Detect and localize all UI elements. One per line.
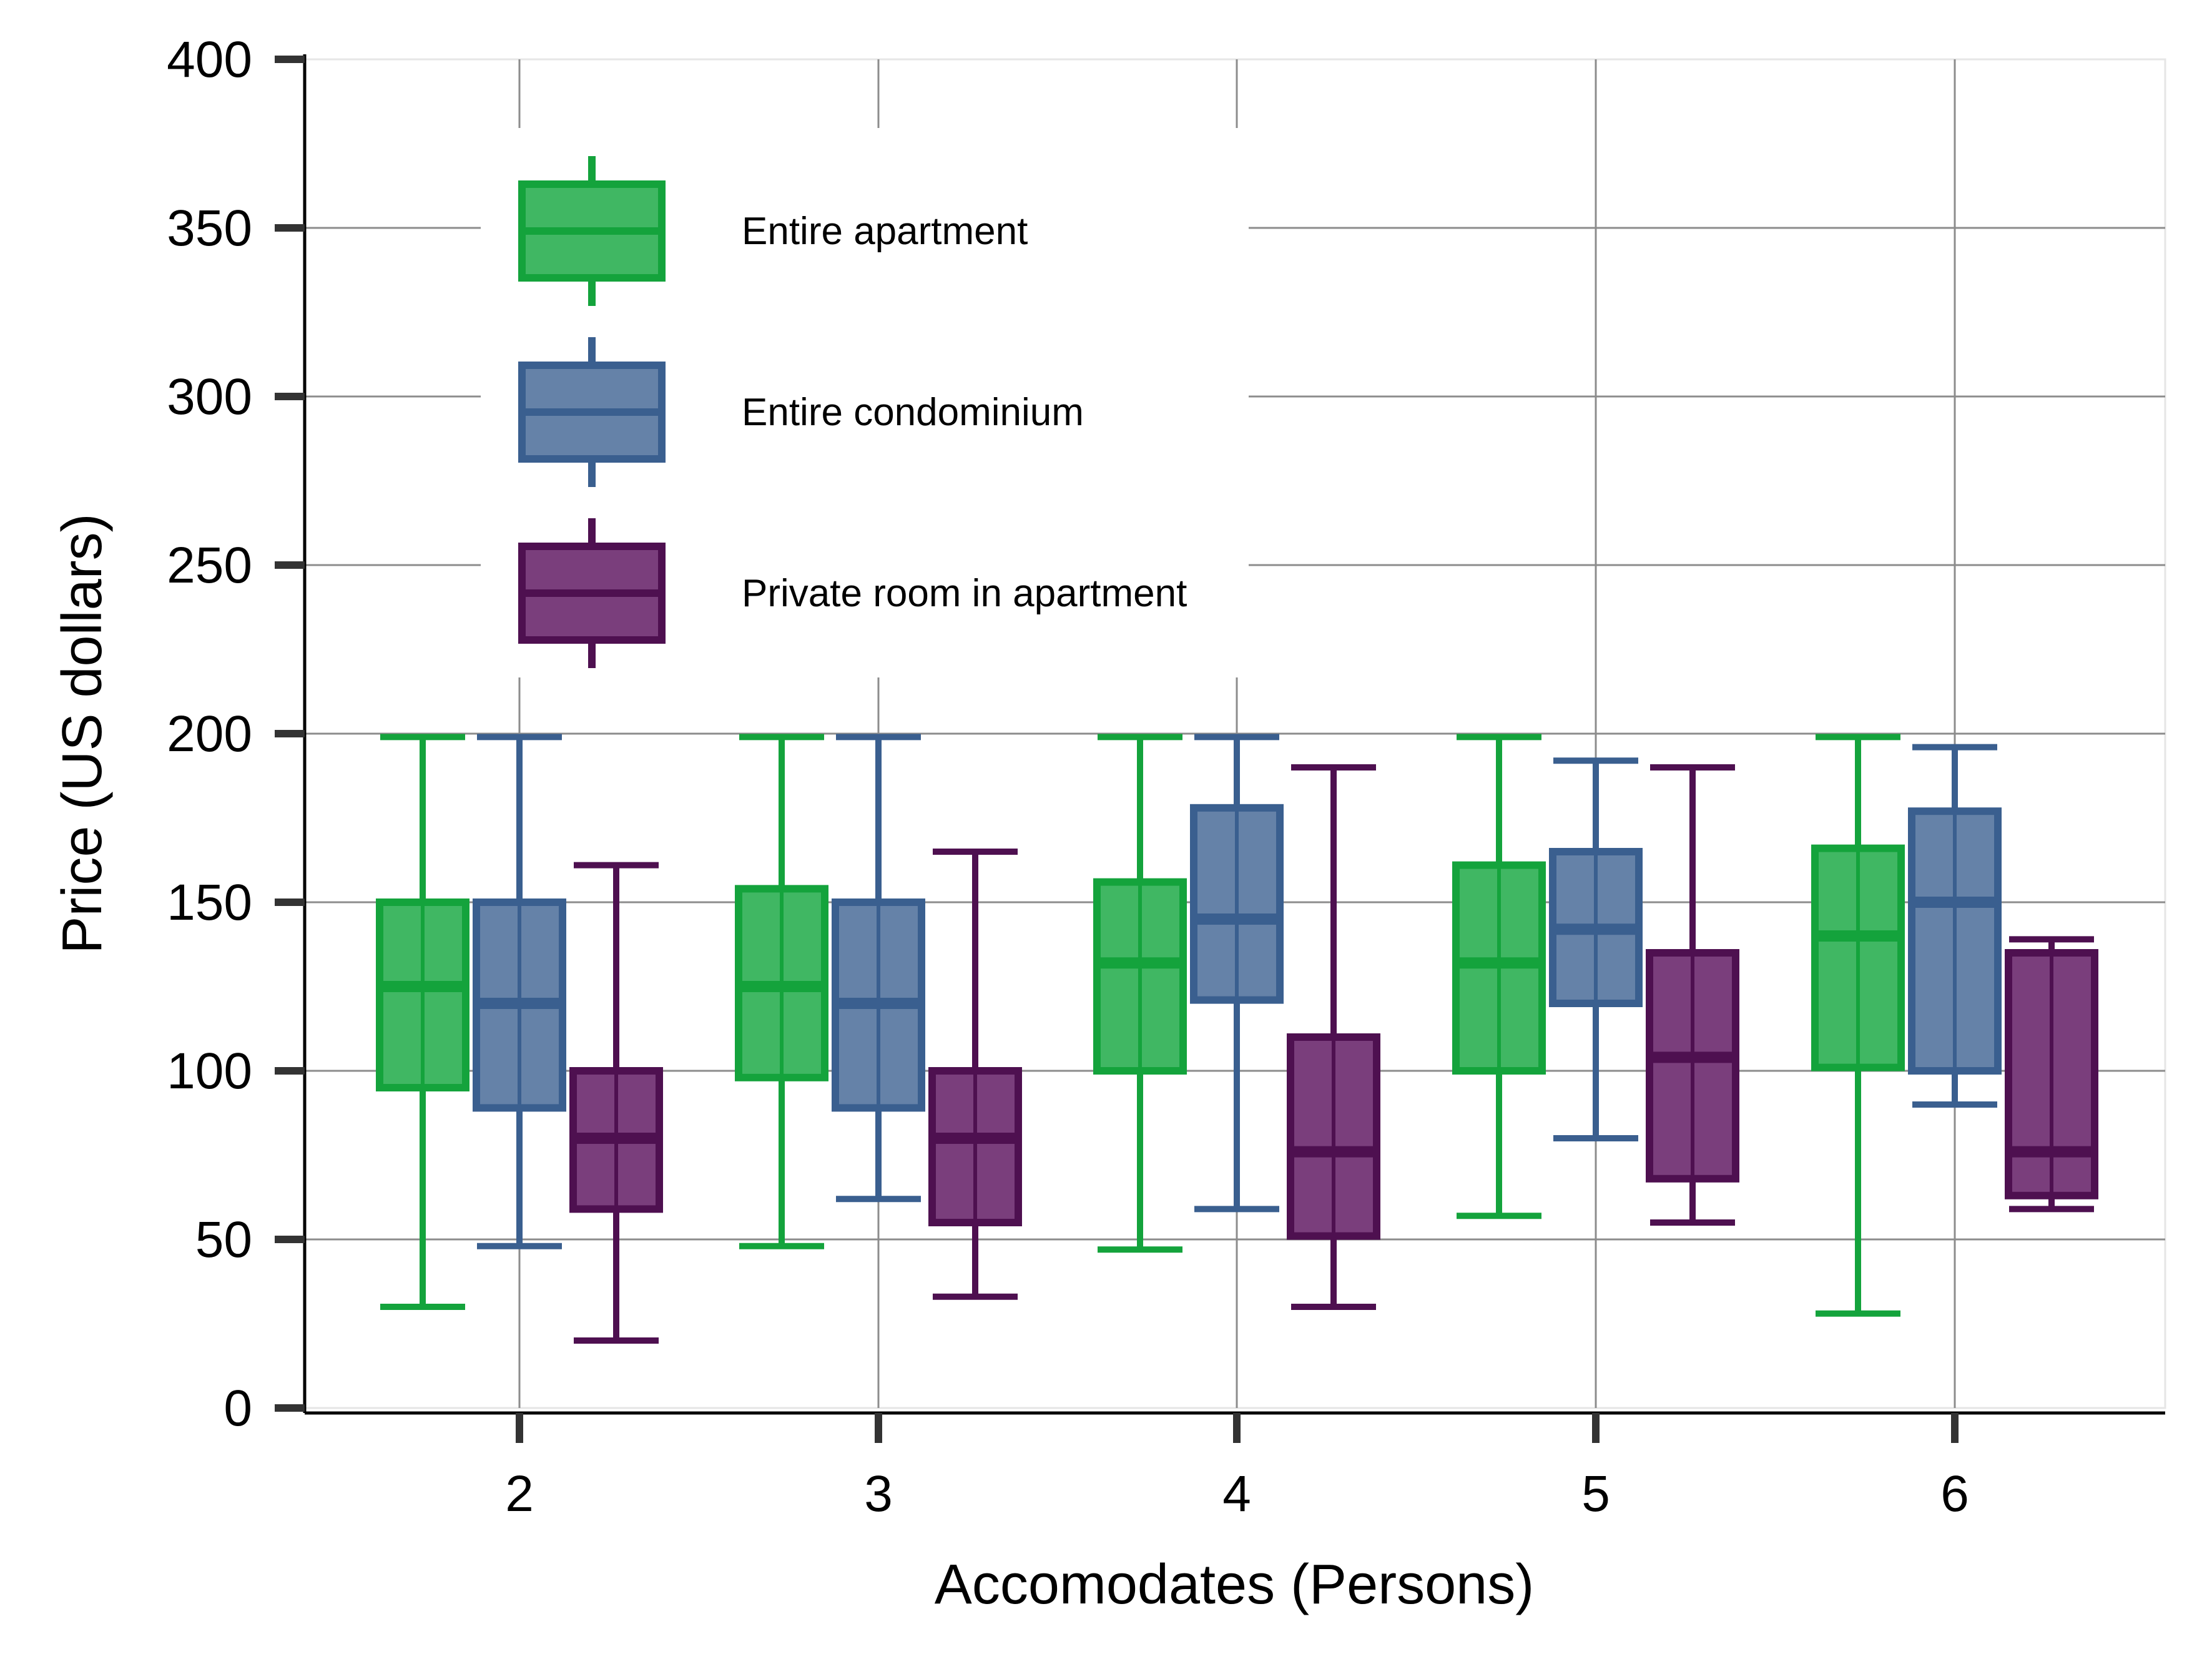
y-tick-label: 300 <box>167 368 252 425</box>
x-tick-label: 4 <box>1222 1465 1251 1522</box>
x-tick-label: 5 <box>1581 1465 1610 1522</box>
y-tick-label: 100 <box>167 1043 252 1100</box>
box-3-4 <box>1287 764 1380 1310</box>
box-2-2 <box>473 734 566 1249</box>
box-1-2 <box>376 734 469 1310</box>
box-2-5 <box>1549 757 1643 1141</box>
y-tick-label: 350 <box>167 200 252 257</box>
legend-label: Entire apartment <box>742 210 1028 253</box>
y-tick-label: 150 <box>167 874 252 931</box>
box-2-4 <box>1190 734 1284 1213</box>
box-3-5 <box>1646 764 1739 1226</box>
x-tick-label: 3 <box>864 1465 893 1522</box>
box-1-3 <box>735 734 828 1249</box>
x-axis-label: Accomodates (Persons) <box>935 1553 1534 1616</box>
box-series-layer <box>376 734 2098 1344</box>
legend-label: Entire condominium <box>742 391 1084 434</box>
box-2-6 <box>1908 744 2002 1108</box>
y-axis-label: Price (US dollars) <box>51 513 114 953</box>
box-3-6 <box>2005 936 2098 1213</box>
x-tick-label: 6 <box>1940 1465 1969 1522</box>
legend-item-3: Private room in apartment <box>518 518 1187 668</box>
y-tick-label: 250 <box>167 537 252 594</box>
legend: Entire apartment Entire condominium Privat… <box>481 128 1249 677</box>
y-tick-label: 400 <box>167 31 252 88</box>
box-1-5 <box>1452 734 1546 1219</box>
y-tick-label: 50 <box>195 1211 252 1268</box>
box-3-2 <box>569 862 663 1344</box>
legend-item-2: Entire condominium <box>518 337 1084 487</box>
box-2-3 <box>832 734 925 1203</box>
box-1-4 <box>1093 734 1187 1253</box>
y-tick-label: 0 <box>224 1380 252 1437</box>
legend-label: Private room in apartment <box>742 572 1187 615</box>
box-3-3 <box>928 849 1022 1300</box>
axes: 0 50 100 150 200 250 300 350 400 2 3 4 5 6 <box>167 31 2165 1522</box>
legend-item-1: Entire apartment <box>518 156 1028 306</box>
x-tick-label: 2 <box>505 1465 534 1522</box>
y-tick-label: 200 <box>167 706 252 762</box>
box-1-6 <box>1811 734 1905 1317</box>
